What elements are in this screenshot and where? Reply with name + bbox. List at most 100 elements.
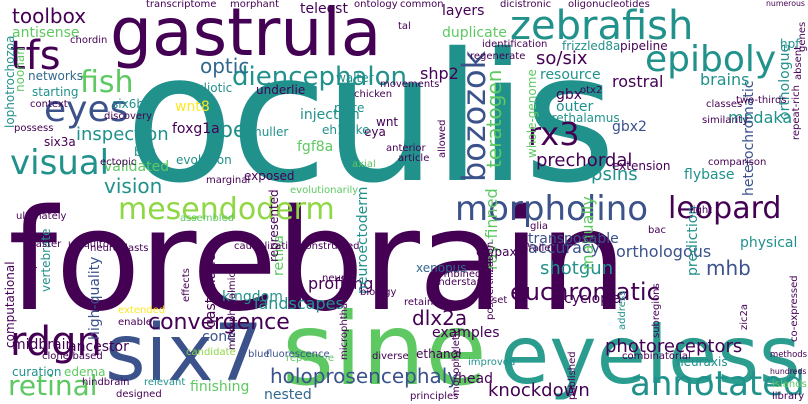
- word-eyes: eyes: [44, 89, 129, 130]
- word-euchromatic: euchromatic: [510, 278, 660, 306]
- word-hpf: hpf: [780, 37, 800, 51]
- word-so-six: so/six: [536, 48, 588, 69]
- word-transposable: transposable: [528, 231, 619, 247]
- word-bac: bac: [648, 225, 666, 236]
- word-orthologue: orthologue: [777, 43, 793, 120]
- word-biology: biology: [360, 287, 397, 298]
- word-extension: extension: [612, 159, 671, 173]
- word-ontology: ontology: [354, 0, 398, 10]
- word-otx2: otx2: [580, 85, 603, 96]
- word-ethanol: ethanol: [416, 347, 462, 361]
- word-designed: designed: [116, 389, 162, 400]
- word-axial: axial: [352, 159, 376, 170]
- word-landscapes: landscapes: [254, 294, 344, 313]
- word-photoreceptors: photoreceptors: [605, 336, 743, 357]
- word-ancestor: ancestor: [68, 339, 129, 355]
- word-prediction: prediction: [685, 205, 701, 276]
- word-transcriptome: transcriptome: [146, 0, 217, 10]
- word-library: library: [772, 391, 805, 402]
- word-published: published: [567, 351, 578, 400]
- word-candidate: candidate: [186, 347, 236, 358]
- word-six7: six7: [105, 309, 264, 399]
- word-repeat-rich: repeat-rich: [791, 85, 802, 140]
- word-noonan: noonan: [13, 47, 27, 92]
- word-eyeless: eyeless: [500, 309, 801, 402]
- word-marginal: marginal: [206, 175, 251, 186]
- word-context: context: [30, 99, 68, 110]
- word-hindbrain: hindbrain: [82, 377, 130, 388]
- word-duplicate: duplicate: [442, 25, 507, 41]
- word-address: address: [617, 290, 628, 330]
- word-examples: examples: [432, 325, 500, 341]
- word-common: common: [400, 0, 444, 10]
- word-wnt: wnt: [376, 115, 399, 129]
- word-head: head: [458, 371, 493, 387]
- word-accuracy: accuracy: [528, 238, 601, 257]
- word-inspection: inspection: [76, 124, 169, 145]
- word-evolutionarily: evolutionarily: [290, 185, 359, 196]
- word-zebrafish: zebrafish: [510, 3, 694, 49]
- word-gbx: gbx: [556, 87, 583, 103]
- word-exposed: exposed: [244, 169, 295, 183]
- word-gliotic: gliotic: [196, 81, 233, 95]
- word-principles: principles: [410, 391, 459, 402]
- word-visual: visual: [10, 143, 110, 183]
- word-prethalamus: prethalamus: [544, 111, 620, 125]
- word-genes: genes: [797, 21, 808, 52]
- word-combinatorial: combinatorial: [622, 351, 691, 362]
- word-postfertilization: postfertilization: [485, 241, 496, 320]
- word-discovery: discovery: [104, 111, 153, 122]
- word-frizzled8a: frizzled8a: [562, 39, 621, 53]
- word-forebrain: forebrain: [8, 180, 627, 343]
- word-microphthalmia: microphthalmia: [339, 281, 350, 360]
- word-oculis: oculis: [125, 15, 616, 222]
- word-mesendoderm: mesendoderm: [118, 192, 335, 227]
- word-blue: blue: [248, 349, 270, 360]
- word-caudalization: caudalization: [234, 241, 301, 252]
- word-glia: glia: [530, 221, 549, 232]
- word-holoprosencephaly: holoprosencephaly: [270, 364, 460, 388]
- word-networks: networks: [28, 69, 83, 83]
- word-islands: islands: [772, 379, 807, 390]
- word-classes: classes: [706, 99, 743, 110]
- word-article: article: [398, 153, 430, 164]
- word-tfs: tfs: [10, 33, 61, 79]
- word-fluorescence: fluorescence: [266, 349, 330, 360]
- word-extended: extended: [118, 305, 166, 316]
- word-gastrula: gastrula: [110, 0, 382, 71]
- word-toolbox: toolbox: [12, 4, 87, 28]
- word-profiling: profiling: [308, 274, 374, 293]
- word-repetitive: repetitive: [286, 353, 335, 364]
- word-orthologous: orthologous: [616, 242, 712, 261]
- word-optic: optic: [200, 54, 250, 78]
- word-antisense: antisense: [12, 25, 80, 41]
- word-hpe: hpe: [205, 118, 247, 143]
- word-outer: outer: [556, 99, 594, 115]
- word-underlie: underlie: [256, 83, 306, 97]
- word-understand: understand: [432, 277, 490, 288]
- word-convergence: convergence: [148, 310, 290, 335]
- word-boz: boz: [134, 145, 156, 159]
- word-chordin: chordin: [70, 35, 108, 46]
- word-rdgn: rdgn: [10, 319, 102, 365]
- word-light: light: [690, 205, 713, 216]
- word-anterior: anterior: [386, 143, 426, 154]
- word-cyclopia: cyclopia: [564, 291, 622, 307]
- word-neuroblasts: neuroblasts: [90, 243, 149, 254]
- word-rx3: rx3: [528, 115, 580, 153]
- word-kingdom: kingdom: [222, 289, 283, 305]
- word-enable: enable: [118, 317, 152, 328]
- word-eh1-like: eh1-like: [322, 123, 370, 137]
- word-possess: possess: [14, 123, 54, 134]
- word-improved: improved: [468, 357, 516, 368]
- word-sine: sine: [282, 291, 487, 404]
- word-combined: combined: [432, 269, 482, 280]
- word-parallel: parallel: [516, 243, 554, 254]
- word-evolution: evolution: [176, 153, 232, 167]
- word-vision: vision: [104, 174, 163, 198]
- word-whole-genome: whole-genome: [525, 69, 539, 158]
- word-gastrulation: gastrulation: [203, 243, 219, 328]
- word-diverse: diverse: [372, 351, 409, 362]
- word-epiboly: epiboly: [645, 39, 777, 80]
